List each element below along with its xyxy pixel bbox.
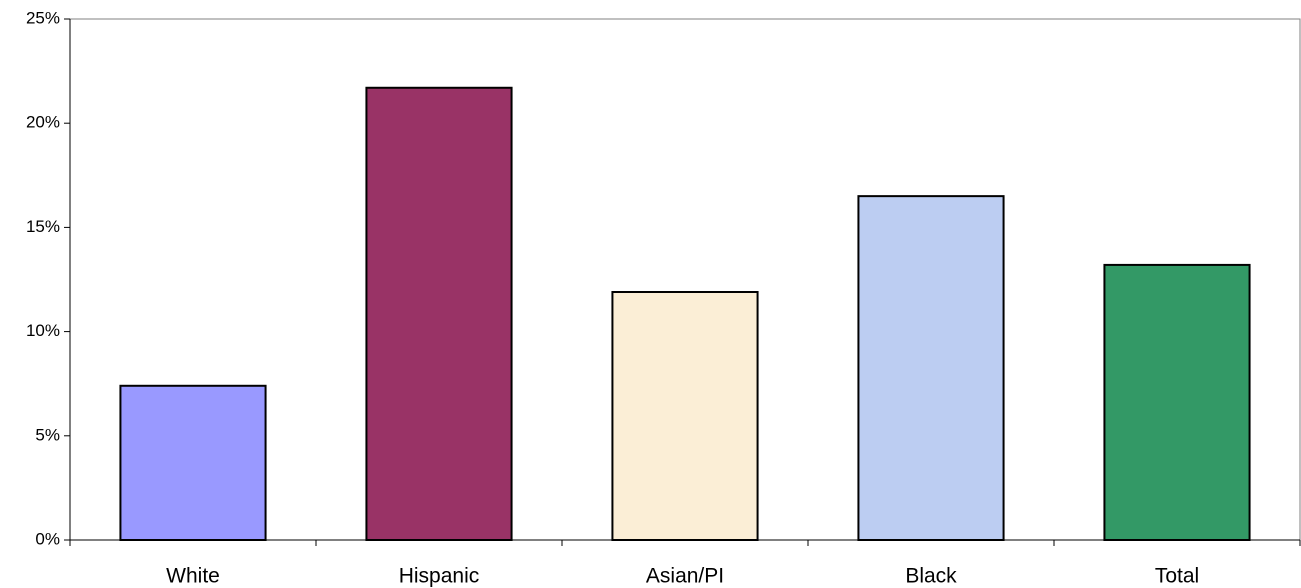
y-tick-label: 10% (26, 321, 60, 340)
bar (1103, 263, 1251, 541)
y-tick-label: 20% (26, 113, 60, 132)
y-tick-label: 0% (35, 529, 60, 548)
bar (119, 384, 267, 541)
y-tick-label: 25% (26, 8, 60, 27)
x-tick-label: Hispanic (399, 565, 480, 588)
bar (857, 195, 1005, 541)
x-tick-label: Asian/PI (646, 565, 724, 588)
x-tick-label: Total (1155, 565, 1199, 588)
y-tick-label: 5% (35, 425, 60, 444)
bar (365, 86, 513, 541)
bar (611, 291, 759, 541)
x-tick-label: White (166, 565, 220, 588)
x-tick-label: Black (905, 565, 957, 588)
y-tick-label: 15% (26, 217, 60, 236)
